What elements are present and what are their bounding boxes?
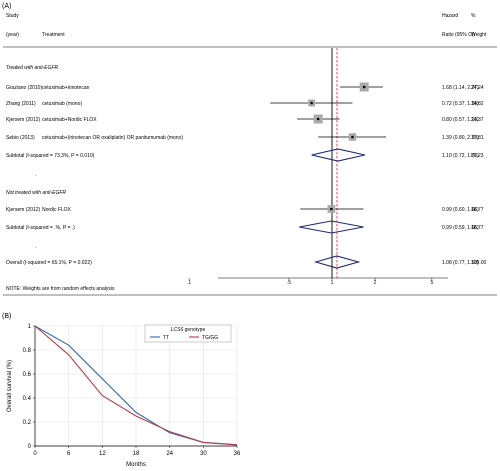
weight-value: 17.81 — [471, 135, 484, 141]
x-tick-label: 18 — [133, 451, 140, 457]
panel-a-label: (A) — [2, 3, 11, 10]
pooled-diamond — [311, 148, 366, 162]
group-title: Not treated with anti-EGFR — [6, 190, 66, 196]
series-line — [34, 325, 238, 446]
study-label: Zhang (2011) — [6, 101, 36, 107]
treatment-label: cetuximab+irinotecan — [42, 85, 90, 91]
study-label: Kjersem (2012) — [6, 117, 41, 123]
pooled-diamond — [299, 220, 364, 234]
weight-value: 24.37 — [471, 117, 484, 123]
x-tick-label: 5 — [430, 280, 433, 286]
header-study: Study — [6, 13, 19, 19]
treatment-label: Nordic FLOX — [42, 207, 72, 213]
header-treatment: Treatment — [42, 32, 65, 38]
x-tick-label: 36 — [234, 451, 241, 457]
y-tick-label: 0.8 — [23, 348, 32, 354]
x-tick-label: 6 — [67, 451, 71, 457]
weight-value: 14.82 — [471, 101, 484, 107]
ci-value: 0.99 (0.59, 1.66) — [442, 225, 479, 231]
point-estimate — [351, 135, 354, 139]
y-tick-label: 0.6 — [23, 372, 32, 378]
study-label: Sebio (2013) — [6, 135, 35, 141]
header-pct: % — [471, 13, 476, 19]
ci-value: 1.08 (0.77, 1.53) — [442, 260, 479, 266]
point-estimate — [330, 207, 333, 211]
weight-value: 81.23 — [471, 153, 484, 159]
x-tick-label: 1 — [331, 280, 334, 286]
study-label: Kjersem (2012) — [6, 207, 41, 213]
subtotal-label: Subtotal (I-squared = .%, P = .) — [6, 225, 75, 231]
group-dot: . — [35, 172, 36, 178]
overall-dot: . — [35, 244, 36, 250]
weight-value: 24.24 — [471, 85, 484, 91]
ci-value: 0.72 (0.37, 1.39) — [442, 101, 479, 107]
weight-value: 100.00 — [471, 260, 487, 266]
legend-label: TG/GG — [202, 335, 218, 341]
ci-value: 1.39 (0.80, 2.39) — [442, 135, 479, 141]
y-tick-label: 1 — [28, 324, 32, 330]
y-axis-title: Overall survival (%) — [7, 360, 13, 412]
treatment-label: cetuximab (mono) — [42, 101, 82, 107]
legend-box — [144, 324, 232, 343]
subtotal-label: Subtotal (I-squared = 73.3%, P = 0.010) — [6, 153, 95, 159]
x-tick-label: 12 — [99, 451, 106, 457]
header-weight: Weight — [471, 32, 487, 38]
x-tick-label: .1 — [187, 280, 191, 286]
point-estimate — [362, 85, 366, 89]
subtotal-label: Overall (I-squared = 65.1%, P = 0.022) — [6, 260, 92, 266]
ci-value: 1.10 (0.72, 1.70) — [442, 153, 479, 159]
study-label: Graziano (2010) — [6, 85, 42, 91]
treatment-label: cetuximab+Nordic FLOX — [42, 117, 97, 123]
header-year: (year) — [6, 32, 19, 38]
y-tick-label: 0 — [28, 444, 32, 450]
ci-value: 0.99 (0.60, 1.66) — [442, 207, 479, 213]
pooled-diamond — [313, 255, 361, 269]
header-ratio-ci: Ratio (95% CI) — [442, 32, 475, 38]
legend-title: LCS6 genotype — [171, 327, 206, 333]
weight-value: 18.77 — [471, 207, 484, 213]
x-tick-label: 24 — [166, 451, 173, 457]
panel-b-label: (B) — [2, 313, 11, 320]
weight-value: 18.77 — [471, 225, 484, 231]
header-hazard: Hazard — [442, 13, 458, 19]
ci-value: 0.80 (0.57, 1.13) — [442, 117, 479, 123]
x-tick-label: 2 — [374, 280, 377, 286]
ci-value: 1.68 (1.14, 2.27) — [442, 85, 479, 91]
y-tick-label: 0.2 — [23, 420, 32, 426]
survival-chart: 0 0.2 0.4 0.6 0.8 1 0 6 12 18 24 30 36 Months Overall … — [7, 324, 241, 468]
note-text: NOTE: Weights are from random effects an… — [6, 286, 115, 292]
x-tick-label: 30 — [200, 451, 207, 457]
x-axis-title: Months — [126, 462, 146, 468]
y-tick-label: 0.4 — [23, 396, 32, 402]
group-title: Treated with anti-EGFR — [6, 65, 59, 71]
treatment-label: cetuximab+(irinotecan OR oxaliplatin) OR… — [42, 135, 183, 141]
legend-label: TT — [163, 335, 169, 341]
point-estimate — [310, 101, 313, 105]
x-tick-label: .5 — [287, 280, 291, 286]
x-tick-label: 0 — [33, 451, 37, 457]
point-estimate — [316, 117, 320, 121]
